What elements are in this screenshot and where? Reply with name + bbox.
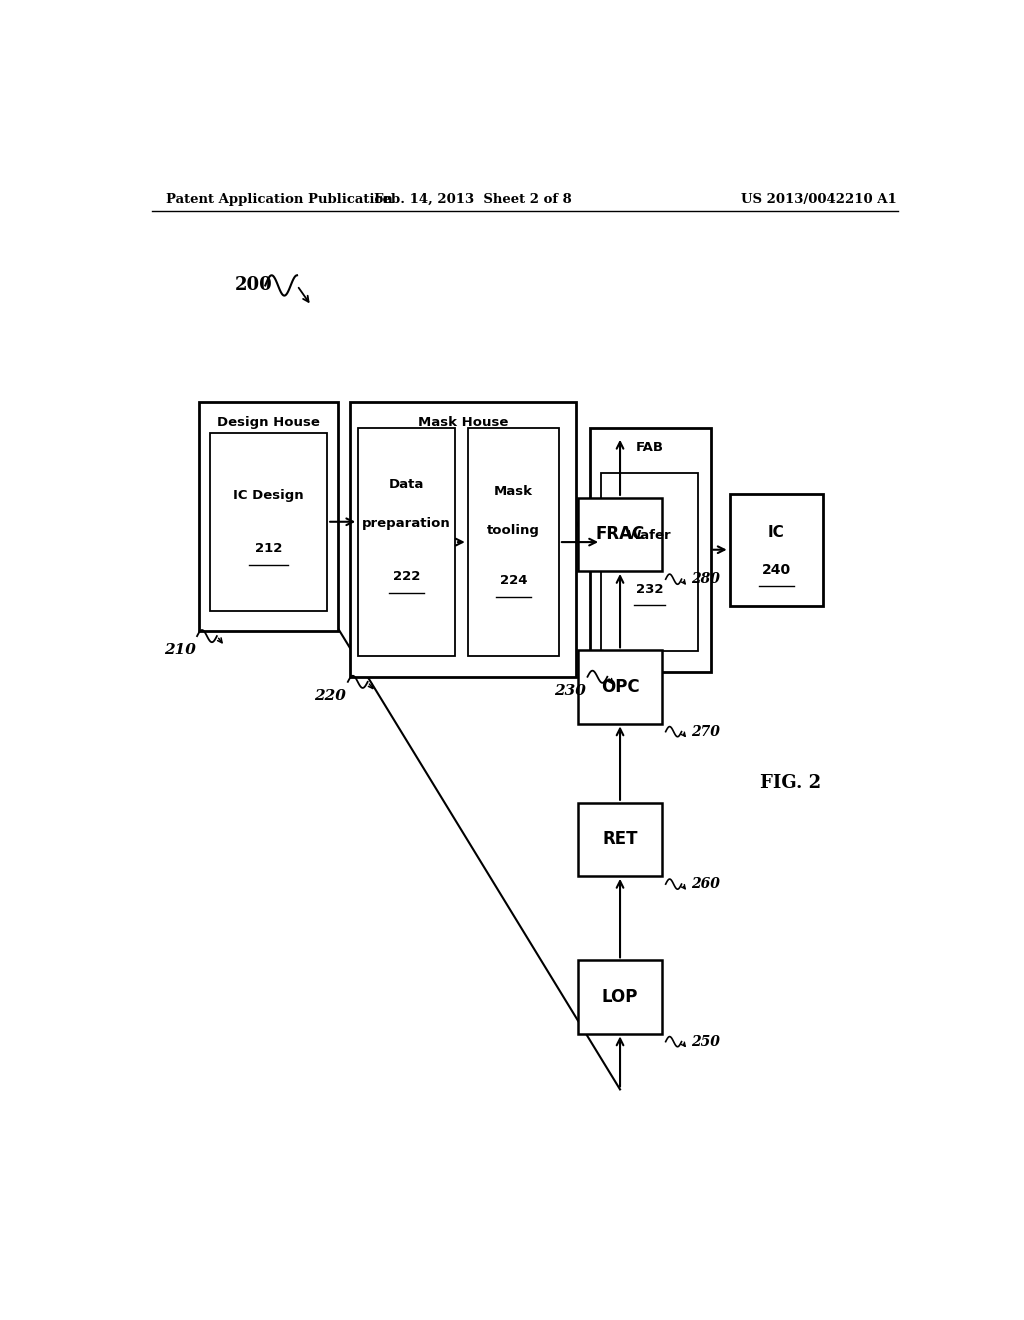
Text: Patent Application Publication: Patent Application Publication xyxy=(166,193,393,206)
Bar xyxy=(350,403,577,677)
Text: Design House: Design House xyxy=(217,416,321,429)
Text: Data: Data xyxy=(389,478,424,491)
Text: FAB: FAB xyxy=(636,441,665,454)
Text: 222: 222 xyxy=(393,570,420,583)
Text: FRAC: FRAC xyxy=(595,525,645,544)
Bar xyxy=(210,433,328,611)
Text: IC: IC xyxy=(768,525,784,540)
Text: 280: 280 xyxy=(691,572,720,586)
Text: Mask House: Mask House xyxy=(418,416,509,429)
Text: LOP: LOP xyxy=(602,987,638,1006)
Text: 210: 210 xyxy=(164,643,196,657)
Bar xyxy=(468,428,559,656)
Bar xyxy=(729,494,823,606)
Text: OPC: OPC xyxy=(601,678,639,696)
Text: tooling: tooling xyxy=(486,524,540,537)
Text: Mask: Mask xyxy=(494,486,532,498)
Text: Wafer: Wafer xyxy=(627,529,672,543)
Text: 250: 250 xyxy=(691,1035,720,1048)
Text: IC Design: IC Design xyxy=(233,488,304,502)
Text: 260: 260 xyxy=(691,876,720,891)
Bar xyxy=(579,961,662,1034)
Text: FIG. 2: FIG. 2 xyxy=(760,775,821,792)
Text: preparation: preparation xyxy=(362,517,451,531)
Text: 224: 224 xyxy=(500,574,527,587)
Text: 240: 240 xyxy=(762,562,791,577)
Text: RET: RET xyxy=(602,830,638,849)
Text: US 2013/0042210 A1: US 2013/0042210 A1 xyxy=(740,193,896,206)
Bar xyxy=(579,498,662,572)
Bar xyxy=(601,474,697,651)
Bar xyxy=(579,651,662,723)
Bar xyxy=(579,803,662,876)
Text: 200: 200 xyxy=(236,276,272,294)
Text: 230: 230 xyxy=(554,684,586,698)
Text: 220: 220 xyxy=(314,689,346,704)
Bar xyxy=(358,428,455,656)
Text: 270: 270 xyxy=(691,725,720,739)
Bar xyxy=(200,403,338,631)
Text: Feb. 14, 2013  Sheet 2 of 8: Feb. 14, 2013 Sheet 2 of 8 xyxy=(375,193,572,206)
Text: 212: 212 xyxy=(255,543,283,554)
Text: 232: 232 xyxy=(636,582,664,595)
Bar xyxy=(590,428,711,672)
